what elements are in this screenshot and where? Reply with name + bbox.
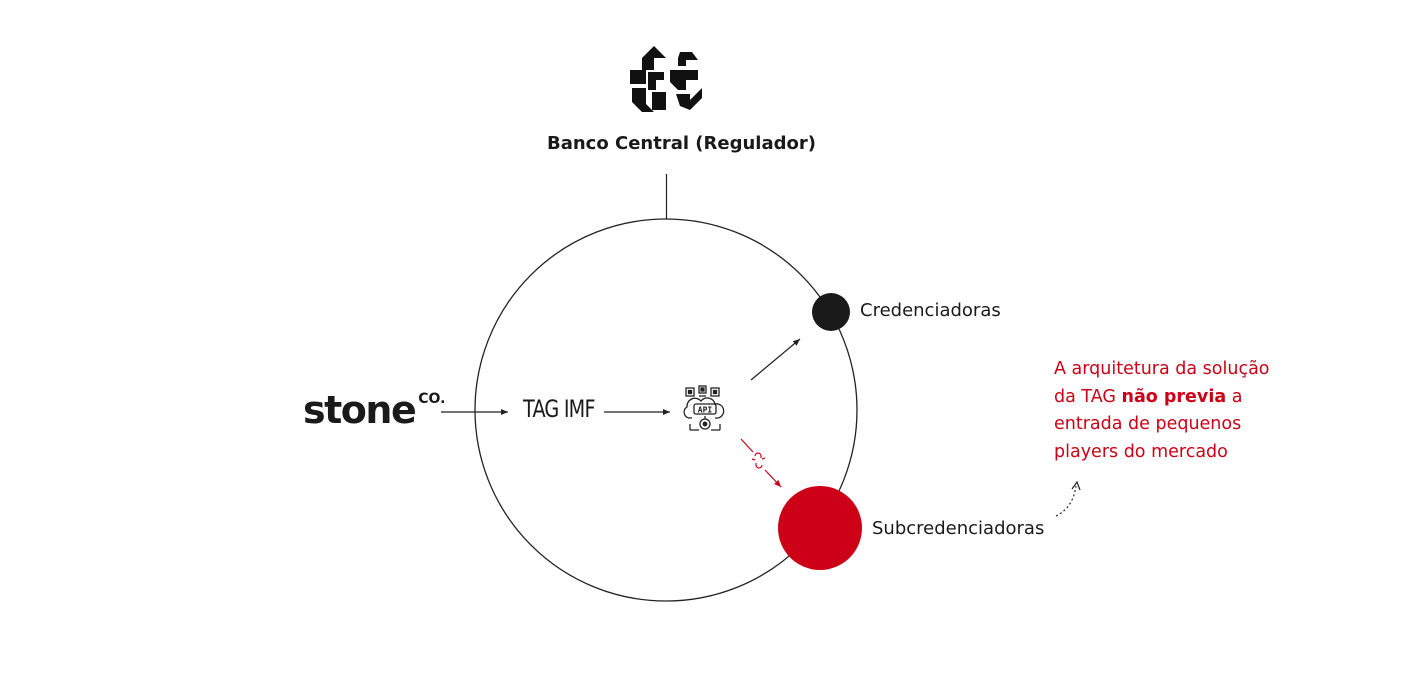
architecture-note: A arquitetura da solução da TAG não prev… [1054, 356, 1294, 466]
stone-logo-suffix: CO. [418, 391, 446, 407]
credenciadoras-node [812, 293, 850, 331]
arrow-api-to-credenciadoras [750, 338, 801, 381]
arrow-api-to-subcredenciadoras-part2 [764, 469, 782, 488]
regulator-label: Banco Central (Regulador) [547, 133, 816, 154]
subcredenciadoras-node [778, 486, 862, 570]
api-cloud-icon [683, 385, 725, 431]
ecosystem-circle [474, 218, 858, 602]
api-text: API [698, 406, 713, 415]
note-pointer-arrowhead [1071, 480, 1081, 491]
note-text-after: a entrada de pequenos players do mercado [1054, 386, 1243, 462]
subcredenciadoras-label: Subcredenciadoras [872, 518, 1045, 539]
banco-central-logo [630, 46, 702, 112]
arrow-api-to-subcredenciadoras-part1 [740, 438, 754, 453]
tag-imf-logo: TAG IMF [523, 395, 595, 423]
stone-logo-text: stone [303, 388, 417, 432]
credenciadoras-label: Credenciadoras [860, 300, 1001, 321]
note-text-before: A arquitetura da solução da TAG [1054, 359, 1270, 407]
stone-logo: stone CO. [303, 388, 446, 441]
note-emphasis: não previa [1121, 386, 1227, 407]
broken-link-icon [751, 452, 766, 469]
note-pointer-arrow [1055, 485, 1077, 517]
